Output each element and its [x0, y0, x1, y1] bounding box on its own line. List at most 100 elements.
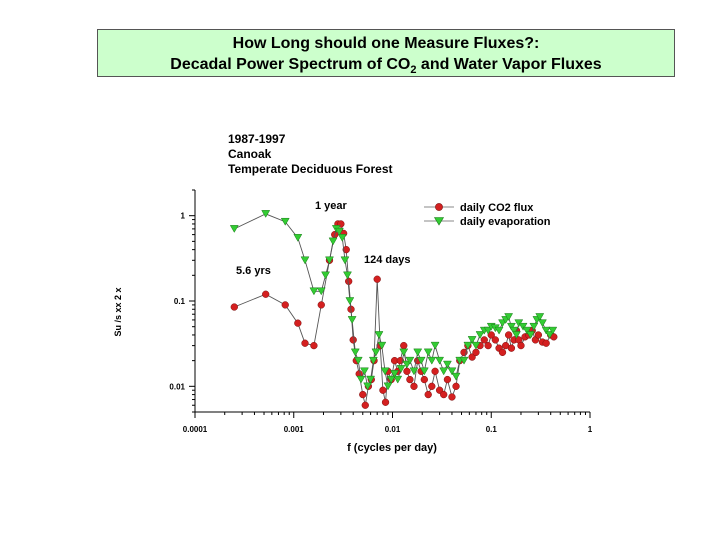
data-point-evaporation	[494, 326, 504, 335]
data-point-evaporation	[451, 372, 461, 381]
data-point-evaporation	[416, 356, 426, 365]
series-layer	[229, 210, 558, 409]
data-point-evaporation	[396, 365, 406, 373]
data-point-evaporation	[483, 326, 493, 335]
data-point-evaporation	[522, 326, 532, 335]
data-point-evaporation	[347, 316, 357, 324]
data-point-evaporation	[443, 360, 452, 369]
data-point-co2	[443, 375, 452, 384]
data-point-evaporation	[509, 326, 519, 335]
legend-co2-label: daily CO2 flux	[460, 202, 534, 214]
data-point-evaporation	[435, 356, 445, 365]
y-minor-ticks	[189, 189, 195, 413]
data-point-evaporation	[334, 227, 344, 236]
data-point-evaporation	[390, 370, 400, 378]
annotation-site: Canoak	[228, 147, 272, 161]
data-point-evaporation	[430, 341, 440, 350]
title-line-2-prefix: Decadal Power Spectrum of CO	[170, 56, 411, 73]
data-point-evaporation	[518, 322, 528, 331]
data-point-evaporation	[427, 356, 437, 365]
data-point-evaporation	[261, 210, 271, 218]
data-point-evaporation	[340, 256, 350, 265]
data-point-evaporation	[343, 271, 352, 280]
data-point-co2	[452, 382, 460, 390]
annotation-1-year: 1 year	[315, 200, 348, 212]
x-tick-label: 0.01	[385, 425, 401, 434]
data-point-evaporation	[399, 348, 409, 357]
y-tick-label: 0.01	[169, 382, 185, 391]
data-point-co2	[420, 375, 428, 384]
x-axis-label: f (cycles per day)	[347, 442, 437, 454]
data-point-evaporation	[529, 322, 539, 331]
data-point-co2	[542, 339, 550, 347]
data-point-co2	[294, 319, 302, 327]
annotation-forest-type: Temperate Deciduous Forest	[228, 162, 392, 176]
data-point-evaporation	[280, 217, 290, 226]
data-point-evaporation	[325, 256, 334, 265]
data-point-co2	[534, 331, 543, 339]
data-point-evaporation	[541, 326, 551, 335]
data-point-co2	[262, 290, 270, 298]
data-point-evaporation	[353, 356, 363, 365]
data-point-co2	[301, 339, 309, 347]
title-line-2: Decadal Power Spectrum of CO2 and Water …	[98, 54, 674, 81]
data-point-evaporation	[316, 287, 326, 296]
data-point-co2	[349, 336, 357, 344]
data-point-evaporation	[405, 356, 415, 365]
legend-evaporation-label: daily evaporation	[460, 216, 551, 228]
slide-title: How Long should one Measure Fluxes?: Dec…	[97, 29, 675, 77]
legend-co2-marker	[435, 203, 443, 211]
data-point-co2	[498, 348, 507, 357]
data-point-evaporation	[328, 237, 338, 246]
data-point-co2	[381, 398, 390, 406]
annotation-period: 1987-1997	[228, 132, 286, 146]
data-point-evaporation	[512, 331, 521, 339]
data-point-evaporation	[538, 319, 547, 328]
data-point-co2	[379, 386, 387, 394]
x-tick-label: 1	[588, 425, 593, 434]
data-point-evaporation	[345, 297, 355, 306]
data-point-co2	[400, 341, 408, 350]
annotation-124-days: 124 days	[364, 254, 410, 266]
y-tick-labels: 0.01 0.1 1	[169, 212, 185, 392]
data-point-co2	[431, 367, 439, 375]
data-point-evaporation	[360, 367, 369, 376]
data-point-evaporation	[459, 356, 469, 365]
data-point-evaporation	[409, 367, 419, 376]
data-point-co2	[491, 336, 499, 344]
x-tick-labels: 0.0001 0.001 0.01 0.1 1	[183, 425, 593, 434]
data-point-co2	[373, 275, 381, 283]
data-point-evaporation	[374, 331, 384, 339]
series-evaporation	[229, 210, 558, 391]
data-point-co2	[410, 382, 418, 390]
y-tick-label: 1	[181, 212, 186, 221]
data-point-co2	[480, 336, 488, 344]
data-point-evaporation	[447, 367, 457, 376]
data-point-evaporation	[419, 367, 429, 376]
data-point-evaporation	[337, 234, 347, 242]
data-point-co2	[342, 245, 350, 254]
data-point-evaporation	[504, 313, 514, 321]
data-point-evaporation	[368, 356, 378, 365]
data-point-evaporation	[321, 271, 330, 280]
data-point-evaporation	[439, 367, 449, 376]
data-point-evaporation	[363, 382, 373, 391]
data-point-evaporation	[300, 256, 310, 265]
axes: 0.0001 0.001 0.01 0.1 1 0.01 0.1 1	[169, 189, 593, 434]
data-point-co2	[230, 303, 238, 311]
legend-evaporation-marker	[433, 217, 445, 226]
data-point-co2	[428, 382, 436, 390]
title-line-2-suffix: and Water Vapor Fluxes	[416, 56, 602, 73]
data-point-evaporation	[309, 287, 319, 296]
x-tick-label: 0.0001	[183, 425, 208, 434]
legend-item-evaporation: daily evaporation	[424, 216, 551, 228]
data-point-evaporation	[535, 313, 545, 321]
title-line-2-subscript: 2	[410, 64, 417, 77]
data-point-co2	[361, 401, 369, 409]
data-point-evaporation	[293, 234, 303, 242]
title-line-1: How Long should one Measure Fluxes?:	[232, 35, 540, 52]
data-point-evaporation	[383, 382, 393, 391]
data-point-co2	[507, 344, 516, 352]
data-point-co2	[504, 331, 513, 339]
